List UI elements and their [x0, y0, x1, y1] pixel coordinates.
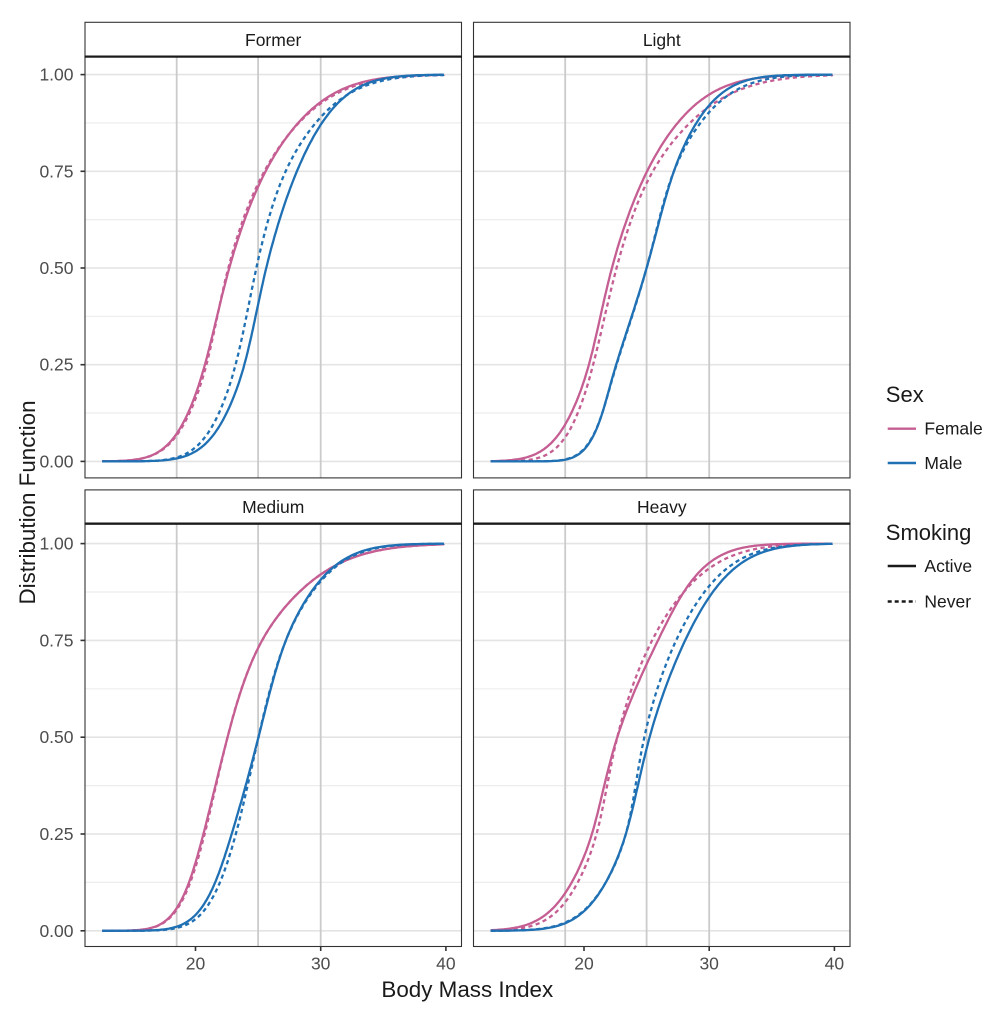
svg-text:Male: Male — [924, 453, 962, 473]
svg-text:40: 40 — [436, 954, 456, 974]
svg-text:Distribution Function: Distribution Function — [15, 400, 40, 604]
svg-text:1.00: 1.00 — [39, 534, 73, 554]
svg-text:0.50: 0.50 — [39, 258, 73, 278]
svg-text:1.00: 1.00 — [39, 65, 73, 85]
svg-text:Light: Light — [643, 30, 681, 50]
svg-text:0.75: 0.75 — [39, 161, 73, 181]
svg-text:0.75: 0.75 — [39, 630, 73, 650]
svg-text:Medium: Medium — [242, 497, 304, 517]
svg-text:Female: Female — [924, 419, 982, 439]
svg-text:Heavy: Heavy — [637, 497, 687, 517]
svg-text:Former: Former — [245, 30, 302, 50]
svg-text:20: 20 — [186, 954, 206, 974]
svg-text:0.00: 0.00 — [39, 451, 73, 471]
svg-text:Sex: Sex — [886, 382, 924, 407]
svg-text:Body Mass Index: Body Mass Index — [381, 977, 553, 1002]
svg-text:Active: Active — [924, 556, 972, 576]
svg-text:Smoking: Smoking — [886, 520, 972, 545]
svg-text:20: 20 — [574, 954, 594, 974]
svg-text:30: 30 — [311, 954, 331, 974]
svg-text:0.00: 0.00 — [39, 921, 73, 941]
svg-text:40: 40 — [825, 954, 845, 974]
svg-text:0.25: 0.25 — [39, 355, 73, 375]
svg-text:30: 30 — [699, 954, 719, 974]
svg-text:Never: Never — [924, 592, 971, 612]
svg-text:0.25: 0.25 — [39, 824, 73, 844]
svg-text:0.50: 0.50 — [39, 727, 73, 747]
